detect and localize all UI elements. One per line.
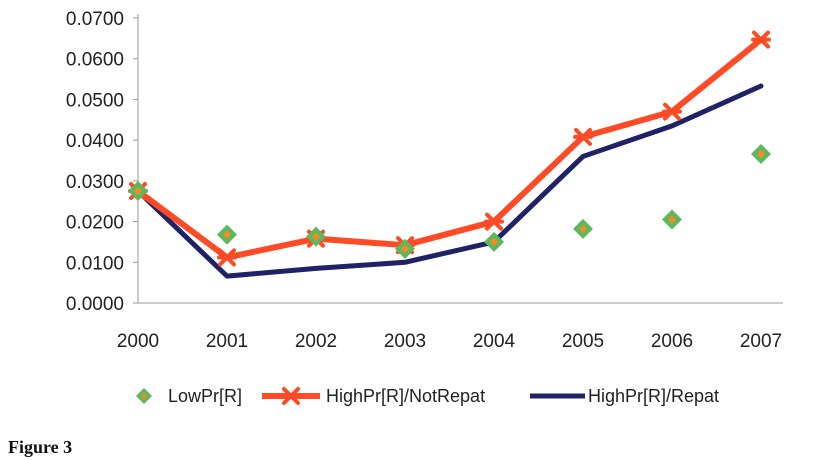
y-tick-label: 0.0400: [66, 131, 124, 152]
diamond-inner: [311, 232, 321, 241]
data-point-marker: [573, 218, 593, 239]
x-tick-label: 2006: [651, 331, 693, 352]
data-point-marker: [484, 231, 504, 252]
diamond-inner: [578, 224, 588, 234]
data-point-marker: [395, 238, 415, 259]
x-tick-label: 2000: [117, 331, 159, 352]
legend-label: HighPr[R]/NotRepat: [326, 386, 485, 406]
data-point-marker: [662, 102, 682, 121]
y-tick-label: 0.0700: [66, 9, 124, 30]
y-tick-label: 0.0200: [66, 213, 124, 234]
y-tick-label: 0.0000: [66, 294, 124, 315]
diamond-inner: [140, 392, 148, 400]
x-tick-label: 2002: [295, 331, 337, 352]
x-tick-label: 2004: [473, 331, 516, 352]
x-tick-label: 2005: [562, 331, 604, 352]
data-point-marker: [128, 181, 148, 202]
series-line: [135, 36, 764, 261]
chart-series: [128, 30, 771, 279]
y-tick-label: 0.0600: [66, 50, 124, 71]
line-chart: 0.0000 0.0100 0.0200 0.0300 0.0400 0.0500 0.06…: [66, 9, 783, 406]
x-tick-label: 2007: [740, 331, 782, 352]
diamond-inner: [133, 186, 143, 196]
data-point-marker: [484, 212, 504, 231]
data-point-marker: [573, 127, 593, 146]
data-point-marker: [751, 143, 771, 164]
x-tick-label: 2003: [384, 331, 426, 352]
y-tick-label: 0.0300: [66, 172, 124, 193]
y-tick-label: 0.0500: [66, 90, 124, 111]
data-point-marker: [217, 248, 237, 267]
chart-axes: 0.0000 0.0100 0.0200 0.0300 0.0400 0.0500 0.06…: [66, 9, 783, 352]
data-point-marker: [751, 30, 771, 49]
diamond-inner: [756, 149, 766, 159]
chart-legend: LowPr[R] HighPr[R]/NotRepat HighPr[R]/Repa…: [136, 386, 719, 406]
diamond-inner: [667, 215, 677, 224]
figure-caption: Figure 3: [8, 437, 73, 457]
diamond-inner: [400, 244, 410, 254]
y-tick-label: 0.0100: [66, 253, 124, 274]
data-point-marker: [306, 226, 326, 247]
legend-label: HighPr[R]/Repat: [588, 386, 719, 406]
x-tick-label: 2001: [206, 331, 248, 352]
legend-marker: [136, 388, 152, 404]
legend-marker: [281, 387, 301, 405]
legend-label: LowPr[R]: [168, 386, 242, 406]
series-line: [135, 83, 764, 279]
diamond-inner: [489, 237, 499, 247]
data-point-marker: [662, 209, 682, 230]
diamond-inner: [222, 230, 232, 239]
data-point-marker: [217, 224, 237, 245]
